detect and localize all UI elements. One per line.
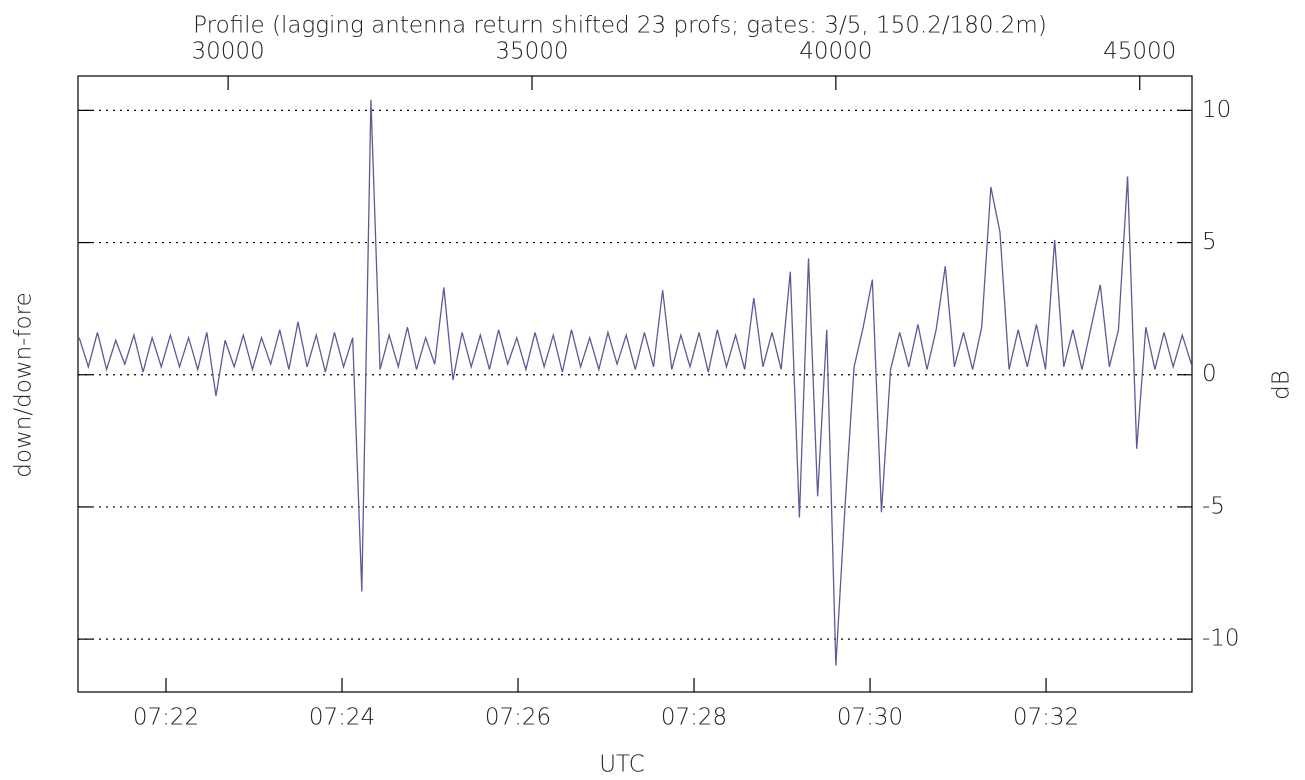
x2-tick-label: 07:32: [1013, 705, 1079, 731]
y-tick-label: -5: [1202, 493, 1225, 519]
x2-tick-label: 07:28: [661, 705, 727, 731]
y-tick-label: -10: [1202, 626, 1240, 652]
x2-tick-label: 07:24: [309, 705, 375, 731]
y-tick-label: 5: [1202, 229, 1217, 255]
x-tick-label: 45000: [1103, 39, 1176, 65]
data-line: [78, 99, 1193, 666]
y2-axis-label: dB: [1269, 370, 1295, 400]
chart-title: Profile (lagging antenna return shifted …: [193, 13, 1047, 39]
x-tick-label: 30000: [192, 39, 265, 65]
x-tick-label: 40000: [799, 39, 872, 65]
x2-axis-label: UTC: [599, 752, 645, 778]
y-tick-label: 10: [1202, 97, 1231, 123]
x-tick-label: 35000: [495, 39, 568, 65]
x2-tick-label: 07:22: [133, 705, 199, 731]
y-axis-label: down/down-fore: [11, 292, 37, 477]
x2-tick-label: 07:30: [837, 705, 903, 731]
plot-frame: [77, 75, 1193, 693]
y-tick-label: 0: [1202, 361, 1217, 387]
x2-tick-label: 07:26: [485, 705, 551, 731]
